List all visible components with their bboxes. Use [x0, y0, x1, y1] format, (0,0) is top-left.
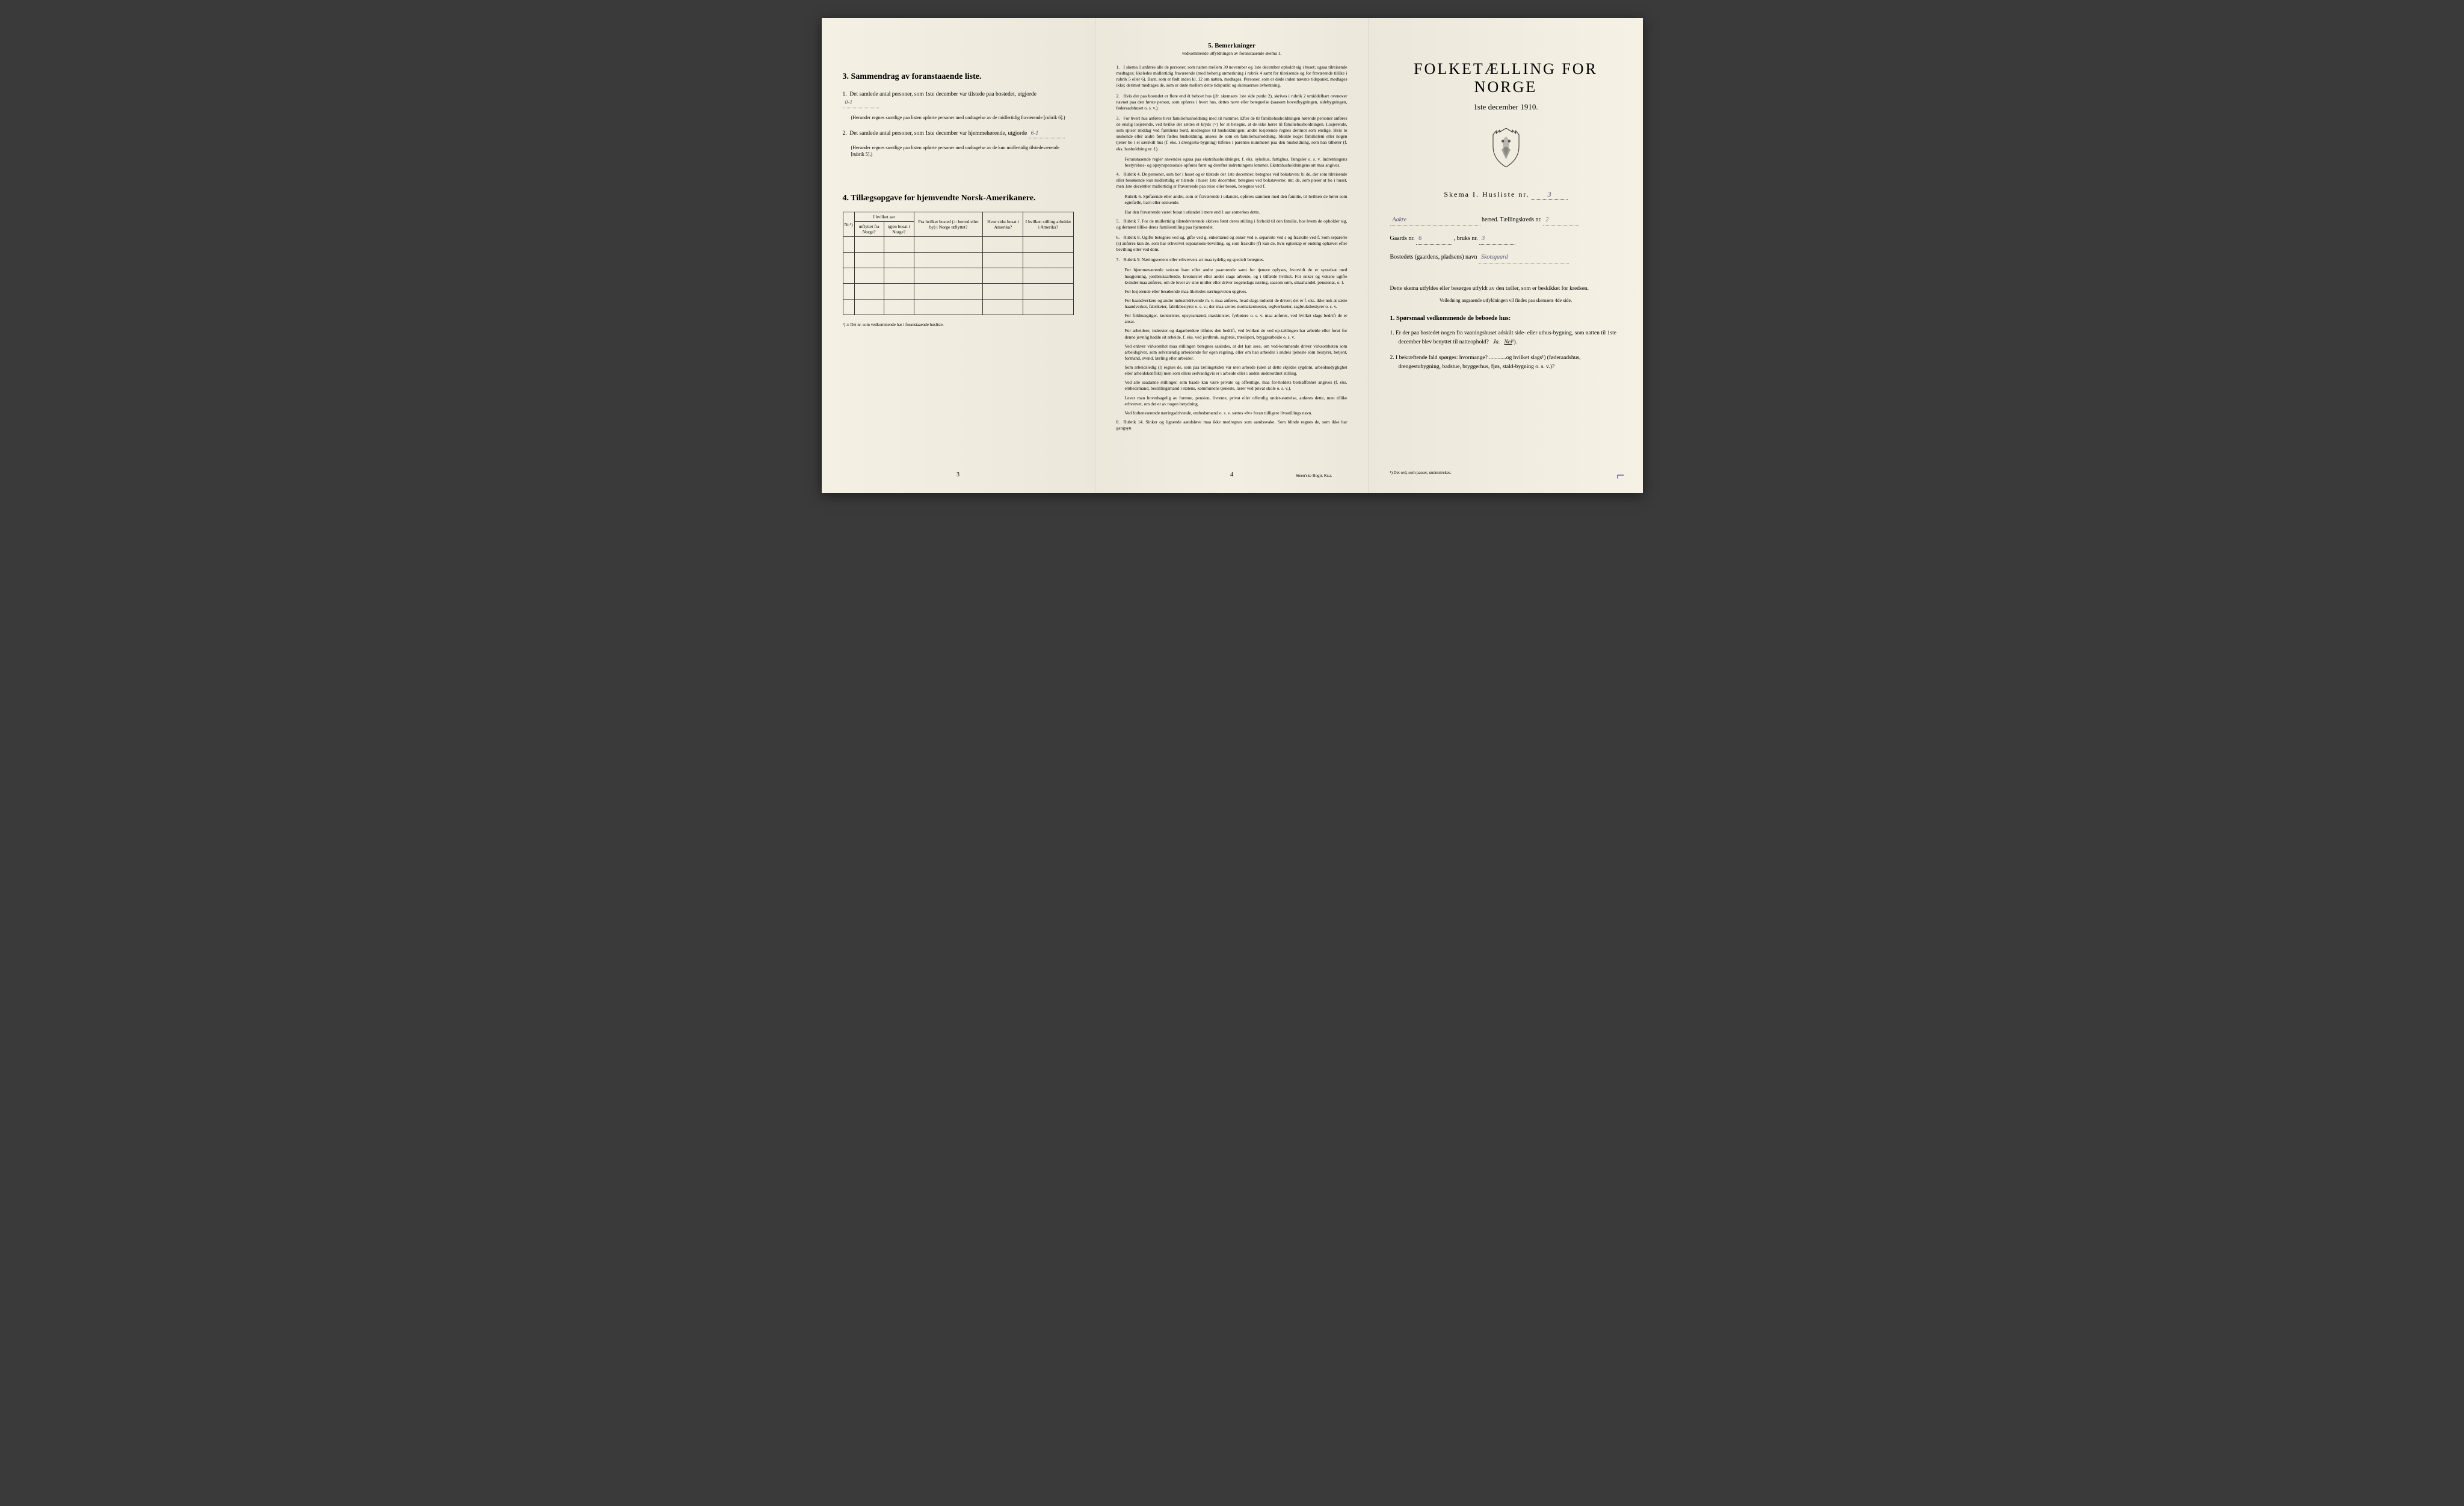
- table-row: [843, 237, 1073, 253]
- gaard-line: Gaards nr. 6 , bruks nr. 3: [1390, 233, 1622, 245]
- page-center: 5. Bemerkninger vedkommende utfyldningen…: [1095, 18, 1369, 493]
- section3-title: 3. Sammendrag av foranstaaende liste.: [843, 72, 1074, 82]
- nei-answer: Nei: [1504, 339, 1512, 345]
- kreds-nr: 2: [1543, 215, 1579, 226]
- bosted-value: Skotsgaard: [1479, 252, 1569, 263]
- page-num-4: 4: [1230, 472, 1233, 478]
- skema-nr: 3: [1532, 190, 1568, 200]
- bemerkning-para: Som arbeidsledig (l) regnes de, som paa …: [1125, 364, 1348, 376]
- th-nr: Nr.¹): [843, 212, 854, 237]
- section5-subtitle: vedkommende utfyldningen av foranstaaend…: [1116, 51, 1348, 56]
- th-stilling: I hvilken stilling arbeidet i Amerika?: [1023, 212, 1073, 237]
- bemerkning-para: Lever man hovedsagelig av formue, pensio…: [1125, 395, 1348, 407]
- bosted-line: Bostedets (gaardens, pladsens) navn Skot…: [1390, 252, 1622, 263]
- bemerkning-para: For fuldmægtiger, kontorister, opsynsmæn…: [1125, 313, 1348, 325]
- question-2: 2. I bekræftende fald spørges: hvormange…: [1399, 354, 1622, 372]
- th-sidst: Hvor sidst bosat i Amerika?: [983, 212, 1023, 237]
- item2-note: (Herunder regnes samtlige paa listen opf…: [851, 144, 1074, 158]
- coat-of-arms-icon: [1390, 127, 1622, 172]
- date-line: 1ste december 1910.: [1390, 102, 1622, 112]
- page-right: FOLKETÆLLING FOR NORGE 1ste december 191…: [1369, 18, 1643, 493]
- item1-note: (Herunder regnes samtlige paa listen opf…: [851, 114, 1074, 121]
- instructions: Dette skema utfyldes eller besørges utfy…: [1390, 284, 1622, 293]
- section4-title: 4. Tillægsopgave for hjemvendte Norsk-Am…: [843, 194, 1074, 203]
- bemerkning-item: 8.Rubrik 14. Sinker og lignende aandsløv…: [1116, 419, 1348, 431]
- section3-item2: 2. Det samlede antal personer, som 1ste …: [843, 129, 1074, 138]
- page-num-3: 3: [956, 472, 959, 478]
- bemerkning-para: For arbeidere, inderster og dagarbeidere…: [1125, 328, 1348, 340]
- table-row: [843, 300, 1073, 315]
- bemerkning-para: For hjemmeværende voksne barn eller andr…: [1125, 267, 1348, 285]
- page-left: 3. Sammendrag av foranstaaende liste. 1.…: [822, 18, 1095, 493]
- bemerkning-para: Ved enhver virksomhet maa stillingen bet…: [1125, 343, 1348, 361]
- bemerkning-item: 3.For hvert hus anføres hver familiehush…: [1116, 115, 1348, 152]
- bemerkning-item: 7.Rubrik 9. Næringsveiens eller erhverve…: [1116, 257, 1348, 263]
- amerika-table: Nr.¹) I hvilket aar Fra hvilket bosted (…: [843, 212, 1074, 315]
- question-header: 1. Spørsmaal vedkommende de beboede hus:: [1390, 315, 1622, 322]
- bemerkning-item: 5.Rubrik 7. For de midlertidig tilstedev…: [1116, 218, 1348, 230]
- bemerkning-para: Har den fraværende været bosat i utlande…: [1125, 209, 1348, 215]
- table-row: [843, 268, 1073, 284]
- right-footnote: ¹) Det ord, som passer, understrekes.: [1390, 470, 1452, 475]
- bemerkning-para: Ved alle saadanne stillinger, som baade …: [1125, 380, 1348, 392]
- th-bosted: Fra hvilket bosted (ɔ: herred eller by) …: [914, 212, 983, 237]
- table-row: [843, 284, 1073, 300]
- instructions-sub: Veiledning angaaende utfyldningen vil fi…: [1390, 298, 1622, 303]
- main-title: FOLKETÆLLING FOR NORGE: [1390, 60, 1622, 96]
- table-footnote: ¹) ɔ: Det nr. som vedkommende har i fora…: [843, 322, 1074, 328]
- bemerkning-item: 4.Rubrik 4. De personer, som bor i huset…: [1116, 171, 1348, 189]
- bemerkninger-list: 1.I skema 1 anføres alle de personer, so…: [1116, 64, 1348, 431]
- bemerkning-item: 6.Rubrik 8. Ugifte betegnes ved ug, gift…: [1116, 235, 1348, 253]
- section5-title: 5. Bemerkninger: [1116, 42, 1348, 49]
- th-aar: I hvilket aar: [854, 212, 914, 222]
- table-row: [843, 253, 1073, 268]
- bemerkning-para: Rubrik 6. Sjøfarende eller andre, som er…: [1125, 194, 1348, 206]
- th-utflyttet: utflyttet fra Norge?: [854, 222, 884, 237]
- bemerkning-para: For haandverkere og andre industridriven…: [1125, 298, 1348, 310]
- bruks-nr: 3: [1479, 233, 1515, 245]
- question-1: 1. Er der paa bostedet nogen fra vaaning…: [1399, 329, 1622, 347]
- handwritten-scribble: ⌐: [1616, 468, 1625, 484]
- bemerkning-para: For losjerende eller besøkende maa likel…: [1125, 289, 1348, 295]
- bemerkning-item: 1.I skema 1 anføres alle de personer, so…: [1116, 64, 1348, 89]
- herred-value: Aakre: [1390, 215, 1480, 226]
- bemerkning-para: Ved forhenværende næringsdrivende, embed…: [1125, 410, 1348, 416]
- printer-mark: Steen'ske Bogtr. Kr.a.: [1296, 473, 1332, 478]
- gaard-nr: 6: [1416, 233, 1452, 245]
- skema-line: Skema I. Husliste nr. 3: [1390, 190, 1622, 200]
- bemerkning-item: 2.Hvis der paa bostedet er flere end ét …: [1116, 93, 1348, 111]
- bemerkning-para: Foranstaaende regler anvendes ogsaa paa …: [1125, 156, 1348, 168]
- herred-line: Aakre herred. Tællingskreds nr. 2: [1390, 215, 1622, 226]
- th-igjen: igjen bosat i Norge?: [884, 222, 914, 237]
- section3-item1: 1. Det samlede antal personer, som 1ste …: [843, 90, 1074, 108]
- item2-value: 6-1: [1029, 129, 1065, 138]
- item1-value: 0-1: [843, 99, 879, 108]
